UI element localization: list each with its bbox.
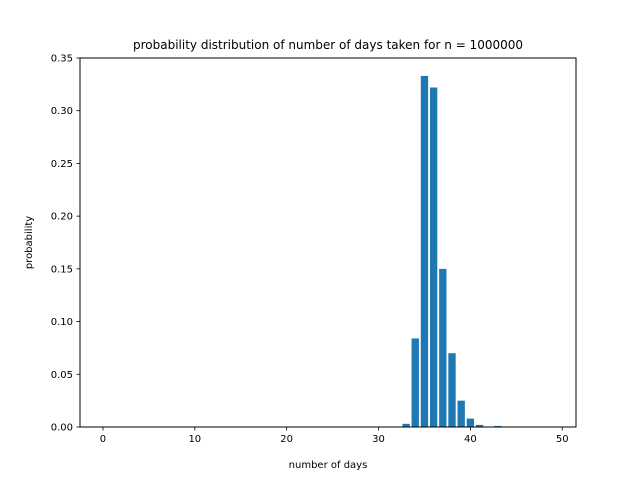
chart-title: probability distribution of number of da…	[133, 38, 523, 52]
x-axis-ticks: 0 10 20 30 40 50	[100, 427, 569, 445]
x-tick-label: 10	[188, 434, 201, 445]
x-tick-label: 0	[100, 434, 106, 445]
bar-day-37	[439, 268, 447, 427]
plot-frame	[79, 57, 577, 428]
y-tick-label: 0.20	[51, 212, 73, 223]
bar-day-35	[420, 75, 429, 428]
x-tick-label: 40	[464, 434, 477, 445]
bar-day-43	[494, 425, 502, 427]
y-tick-label: 0.35	[51, 54, 73, 65]
bars-group	[402, 75, 502, 428]
bar-day-36	[429, 87, 438, 428]
x-axis-label: number of days	[289, 460, 368, 471]
bar-day-40	[466, 418, 475, 427]
x-tick-label: 20	[280, 434, 293, 445]
y-tick-label: 0.05	[51, 370, 73, 381]
bar-day-38	[448, 353, 456, 427]
bar-day-33	[402, 423, 410, 427]
bar-day-39	[457, 400, 465, 427]
x-tick-label: 30	[372, 434, 385, 445]
y-axis-label: probability	[24, 216, 35, 269]
y-tick-label: 0.15	[51, 264, 73, 275]
y-axis-ticks: 0.00 0.05 0.10 0.15 0.20 0.25 0.30 0.35	[51, 54, 80, 434]
y-tick-label: 0.00	[51, 423, 73, 434]
bar-day-34	[411, 338, 419, 427]
y-tick-label: 0.30	[51, 106, 73, 117]
x-tick-label: 50	[556, 434, 569, 445]
bar-day-41	[475, 424, 484, 427]
y-tick-label: 0.10	[51, 317, 73, 328]
y-tick-label: 0.25	[51, 159, 73, 170]
